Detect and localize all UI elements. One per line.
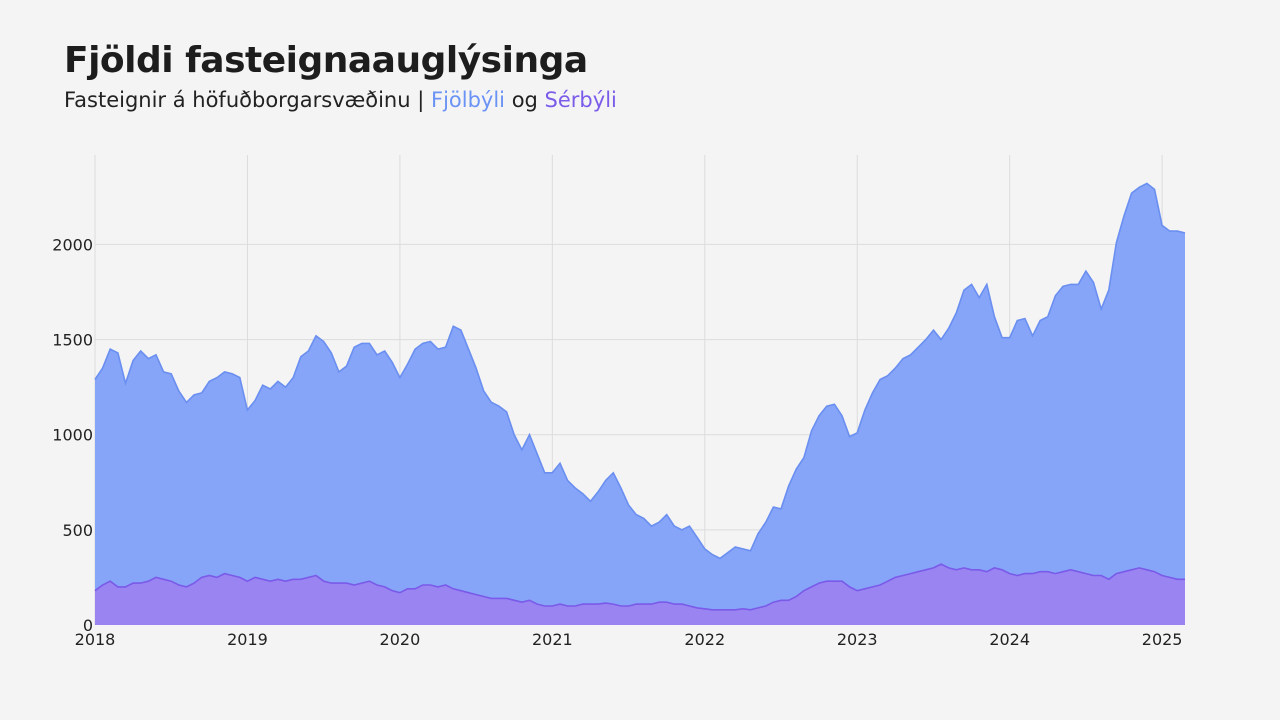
- x-tick-label-2021: 2021: [532, 630, 573, 649]
- x-tick-label-2023: 2023: [837, 630, 878, 649]
- subtitle-connector: og: [505, 88, 545, 112]
- x-tick-label-2018: 2018: [75, 630, 116, 649]
- x-tick-label-2025: 2025: [1142, 630, 1183, 649]
- series-areas: [94, 182, 1186, 625]
- x-tick-label-2022: 2022: [684, 630, 725, 649]
- x-tick-label-2020: 2020: [380, 630, 421, 649]
- y-tick-label-500: 500: [62, 521, 93, 540]
- line-fjolbyli: [94, 182, 1186, 560]
- line-serbyli: [94, 563, 1185, 611]
- y-tick-label-1000: 1000: [52, 426, 93, 445]
- area-serbyli: [95, 564, 1185, 625]
- area-fjolbyli: [95, 183, 1185, 625]
- chart-subtitle: Fasteignir á höfuðborgarsvæðinu | Fjölbý…: [64, 88, 617, 112]
- y-tick-label-1500: 1500: [52, 331, 93, 350]
- y-tick-label-2000: 2000: [52, 235, 93, 254]
- x-tick-label-2019: 2019: [227, 630, 268, 649]
- subtitle-prefix: Fasteignir á höfuðborgarsvæðinu |: [64, 88, 431, 112]
- chart-title: Fjöldi fasteignaauglýsinga: [64, 40, 588, 81]
- axis-tick-labels: 2018 2019 2020 2021 2022 2023 2024 2025 0 500 1000…: [52, 235, 1182, 649]
- legend-label-serbyli: Sérbýli: [544, 88, 617, 112]
- x-tick-label-2024: 2024: [989, 630, 1030, 649]
- y-tick-label-0: 0: [83, 616, 93, 635]
- legend-label-fjolbyli: Fjölbýli: [430, 88, 506, 112]
